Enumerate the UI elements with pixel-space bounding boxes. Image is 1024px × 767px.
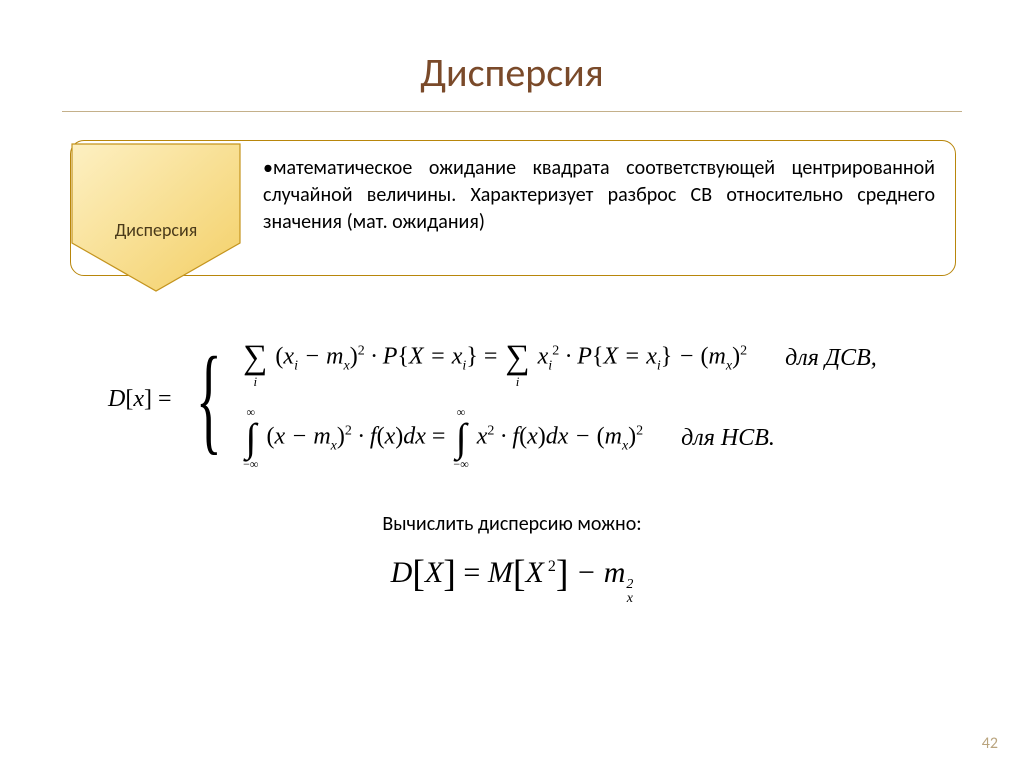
title-divider — [62, 111, 962, 112]
chevron-label: Дисперсия — [71, 219, 241, 241]
page-number: 42 — [982, 734, 998, 753]
chevron-shape: Дисперсия — [71, 143, 241, 293]
main-formula: D[x] = { ∑i (xi − mx)2 · P{X = xi} = ∑i … — [108, 328, 1024, 470]
shortcut-formula: D[X] = M[X 2] − m2x — [0, 552, 1024, 606]
compute-label: Вычислить дисперсию можно: — [0, 512, 1024, 536]
definition-callout: Дисперсия •математическое ожидание квадр… — [70, 140, 956, 276]
slide-title: Дисперсия — [0, 0, 1024, 97]
formula-case-discrete: ∑i (xi − mx)2 · P{X = xi} = ∑i xi2 · P{X… — [241, 328, 877, 388]
formula-case-continuous: ∞∫−∞ (x − mx)2 · f(x)dx = ∞∫−∞ x2 · f(x)… — [241, 406, 877, 470]
definition-text: •математическое ожидание квадрата соотве… — [241, 151, 943, 265]
